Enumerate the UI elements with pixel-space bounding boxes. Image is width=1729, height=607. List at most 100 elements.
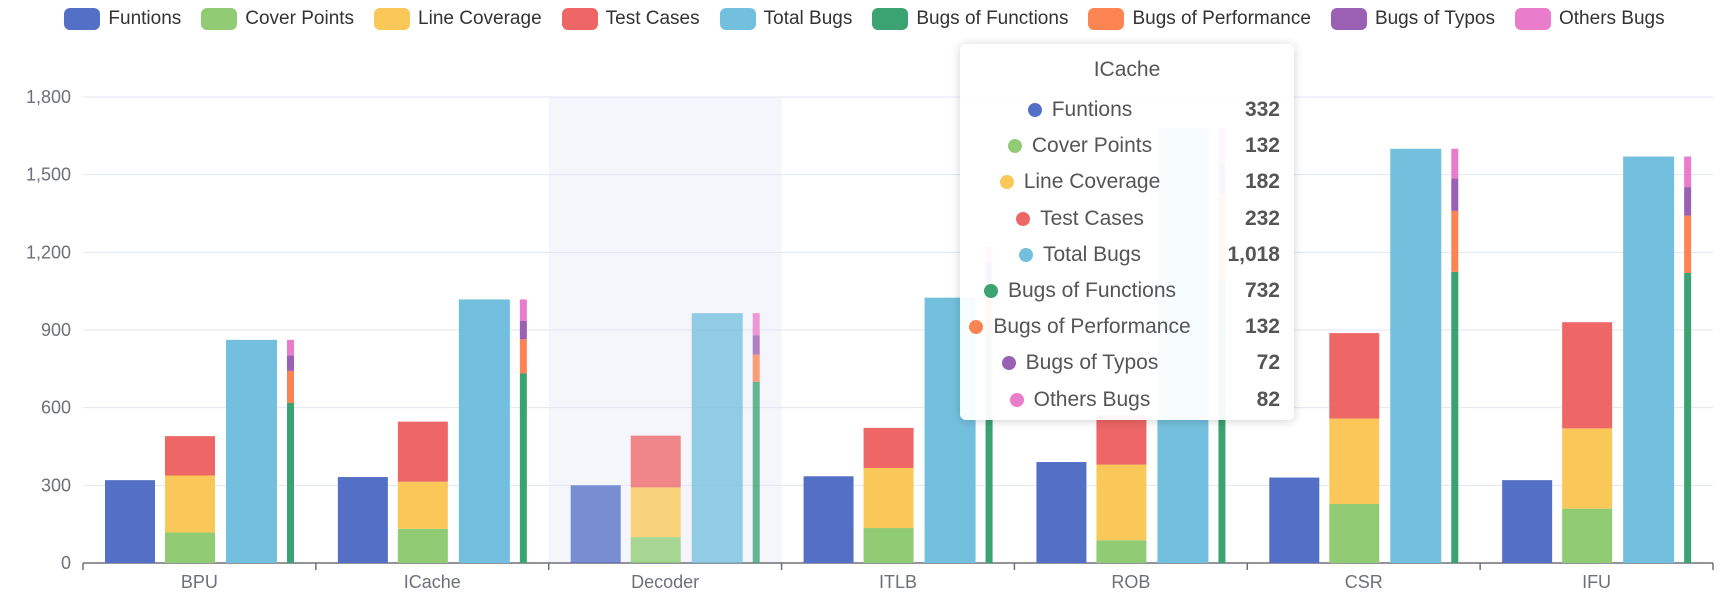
tooltip-value: 72 [1256,351,1280,375]
bar-line-coverage [1096,464,1147,541]
tooltip-row: Others Bugs 82 [960,382,1294,418]
legend-item[interactable]: Bugs of Typos [1330,8,1495,30]
bar-bugs-of-functions [1684,273,1692,563]
legend-item[interactable]: Total Bugs [719,8,853,30]
legend-label: Test Cases [605,8,700,29]
tooltip-dot [1018,247,1033,262]
legend-item[interactable]: Bugs of Functions [872,8,1068,30]
tooltip-dot [1016,211,1031,226]
bar-line-coverage [1329,418,1380,504]
bar-others-bugs [752,313,760,336]
tooltip-value: 182 [1244,170,1280,194]
bar-cover-points [630,537,681,563]
bar-test-cases [1096,415,1147,465]
tooltip-row: Cover Points 132 [960,128,1294,164]
chart-legend: Funtions Cover Points Line Coverage Test Ca… [0,8,1729,30]
x-tick-label: IFU [1582,572,1611,592]
bar-test-cases [863,427,914,468]
legend-label: Bugs of Typos [1374,8,1495,29]
bar-others-bugs [519,299,527,321]
legend-swatch [374,8,411,30]
bar-bugs-of-functions [287,403,294,563]
legend-swatch [1088,8,1125,30]
bar-total-bugs [1390,148,1442,563]
chart-tooltip: ICache Funtions 332 Cover Points 132 Line Co… [960,44,1294,420]
bar-others-bugs [1451,148,1459,179]
bar-funtions [1269,477,1320,563]
y-tick-label: 600 [41,398,71,418]
x-tick-label: Decoder [631,572,699,592]
tooltip-label: Bugs of Performance [993,315,1191,339]
bar-cover-points [165,532,215,563]
y-tick-label: 1,500 [26,165,71,185]
legend-item[interactable]: Line Coverage [374,8,542,30]
bar-bugs-of-typos [1684,187,1692,216]
legend-label: Total Bugs [763,8,853,29]
bar-bugs-of-performance [287,370,294,404]
bar-line-coverage [397,481,448,529]
tooltip-dot [999,175,1014,190]
tooltip-label: Line Coverage [1023,170,1161,194]
tooltip-label: Bugs of Typos [1025,351,1159,375]
legend-item[interactable]: Cover Points [201,8,354,30]
bar-cover-points [1562,508,1613,563]
bar-funtions [105,480,155,563]
legend-item[interactable]: Bugs of Performance [1088,8,1311,30]
tooltip-row: Test Cases 232 [960,201,1294,237]
tooltip-row: Bugs of Performance 132 [960,309,1294,345]
y-tick-label: 1,200 [26,242,71,262]
bar-cover-points [863,528,914,563]
bar-line-coverage [165,475,215,533]
bar-bugs-of-performance [1451,210,1459,272]
tooltip-value: 732 [1244,279,1280,303]
legend-swatch [561,8,598,30]
tooltip-label: Others Bugs [1033,387,1151,411]
bar-test-cases [165,436,215,476]
bar-bugs-of-functions [1218,279,1226,563]
bar-funtions [803,476,854,563]
tooltip-rows: Funtions 332 Cover Points 132 Line Coverage 1… [960,92,1294,418]
tooltip-value: 232 [1244,206,1280,230]
bar-funtions [1502,480,1553,563]
bar-bugs-of-typos [287,355,294,371]
legend-swatch [1330,8,1367,30]
tooltip-dot [1009,392,1024,407]
tooltip-dot [1007,139,1022,154]
bar-bugs-of-performance [519,339,527,374]
legend-swatch [872,8,909,30]
bar-bugs-of-functions [752,381,760,563]
y-tick-label: 1,800 [26,87,71,107]
bar-funtions [337,477,388,563]
legend-item[interactable]: Funtions [64,8,181,30]
legend-label: Funtions [108,8,182,29]
tooltip-label: Funtions [1051,98,1133,122]
bar-bugs-of-typos [1451,178,1459,211]
legend-label: Line Coverage [418,8,542,29]
bar-bugs-of-functions [1451,271,1459,563]
tooltip-value: 332 [1244,98,1280,122]
legend-label: Cover Points [245,8,355,29]
x-tick-label: ITLB [879,572,917,592]
tooltip-dot [1027,103,1042,118]
bar-cover-points [397,528,448,563]
bar-test-cases [630,435,681,488]
tooltip-row: Total Bugs 1,018 [960,237,1294,273]
legend-swatch [719,8,756,30]
bar-others-bugs [287,339,294,356]
bar-bugs-of-performance [1684,215,1692,274]
tooltip-dot [1001,356,1016,371]
bar-bugs-of-performance [752,354,760,382]
bar-line-coverage [863,467,914,529]
tooltip-label: Total Bugs [1042,242,1142,266]
tooltip-label: Bugs of Functions [1007,279,1177,303]
x-tick-label: ICache [404,572,461,592]
tooltip-label: Cover Points [1031,134,1153,158]
x-tick-label: ROB [1111,572,1150,592]
bar-bugs-of-functions [985,335,993,563]
y-tick-label: 300 [41,475,71,495]
legend-item[interactable]: Others Bugs [1515,8,1665,30]
bar-cover-points [1329,503,1380,563]
bar-total-bugs [458,299,510,563]
legend-item[interactable]: Test Cases [561,8,700,30]
